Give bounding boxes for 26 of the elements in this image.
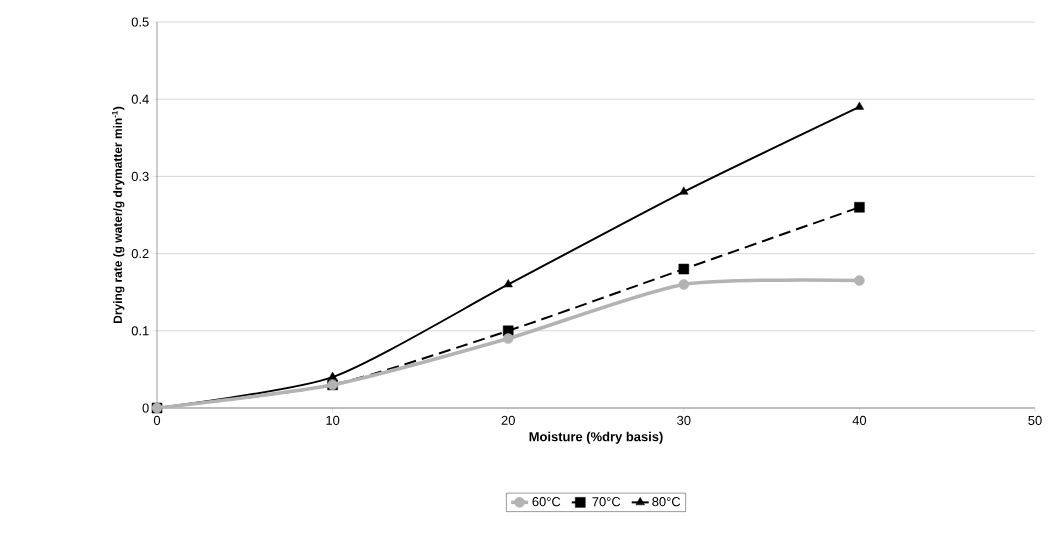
point <box>854 202 865 213</box>
y-tick-label: 0.2 <box>131 249 149 259</box>
x-tick-label: 10 <box>326 415 340 425</box>
y-axis-title: Drying rate (g water/g drymatter min$^{-1}$) <box>112 106 125 323</box>
point <box>679 186 689 195</box>
x-tick-label: 40 <box>852 415 867 425</box>
x-tick-label: 20 <box>501 415 515 425</box>
y-tick-label: 0.1 <box>131 326 149 336</box>
y-tick-label: 0.4 <box>131 94 149 104</box>
y-tick-label: 0.3 <box>131 171 149 181</box>
y-tick-label: 0.5 <box>131 17 149 27</box>
point <box>503 279 513 288</box>
x-tick-label: 0 <box>153 415 161 425</box>
x-axis-title: Moisture (%dry basis) <box>529 431 663 444</box>
point <box>678 263 690 275</box>
point <box>678 279 690 290</box>
point <box>328 371 338 380</box>
point <box>502 333 514 344</box>
point <box>854 101 864 110</box>
legend-label: 70°C <box>592 497 621 507</box>
y-tick-label: 0 <box>142 403 149 413</box>
x-tick-label: 50 <box>1028 415 1042 425</box>
legend-label: 60°C <box>532 497 561 507</box>
point <box>854 275 865 286</box>
x-tick-label: 30 <box>677 415 691 425</box>
legend-label: 80°C <box>652 497 681 507</box>
